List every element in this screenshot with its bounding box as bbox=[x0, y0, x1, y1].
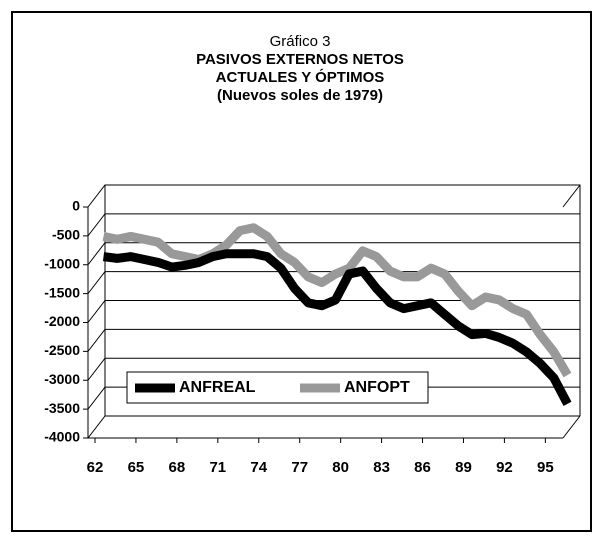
y-tick-label: -3500 bbox=[44, 400, 80, 416]
x-tick-label: 68 bbox=[169, 459, 186, 476]
x-tick-label: 89 bbox=[455, 459, 472, 476]
legend-label: ANFOPT bbox=[344, 379, 410, 396]
y-tick-label: -2000 bbox=[44, 313, 80, 329]
y-tick-label: -1000 bbox=[44, 255, 80, 271]
legend-label: ANFREAL bbox=[179, 379, 256, 396]
y-tick-label: -4000 bbox=[44, 429, 80, 445]
x-tick-label: 65 bbox=[128, 459, 145, 476]
grid-line bbox=[87, 184, 580, 208]
series-line bbox=[102, 223, 572, 378]
y-tick-label: -1500 bbox=[44, 284, 80, 300]
x-tick-label: 86 bbox=[414, 459, 431, 476]
legend-box bbox=[126, 371, 429, 404]
grid-line bbox=[87, 328, 580, 352]
series-line bbox=[102, 249, 572, 406]
x-tick-label: 77 bbox=[291, 459, 308, 476]
grid-line bbox=[87, 213, 580, 237]
depth-edge bbox=[562, 415, 581, 439]
grid-line bbox=[87, 415, 580, 439]
y-tick-label: -500 bbox=[52, 227, 80, 243]
y-tick-label: -2500 bbox=[44, 342, 80, 358]
chart-title: Gráfico 3 bbox=[270, 33, 331, 50]
chart-title: PASIVOS EXTERNOS NETOS bbox=[196, 51, 404, 68]
grid-line bbox=[87, 242, 580, 266]
grid-line bbox=[87, 357, 580, 381]
x-tick-label: 80 bbox=[332, 459, 349, 476]
chart-subtitle: (Nuevos soles de 1979) bbox=[217, 87, 383, 104]
x-tick-label: 95 bbox=[537, 459, 554, 476]
x-tick-label: 71 bbox=[209, 459, 226, 476]
chart-title: ACTUALES Y ÓPTIMOS bbox=[216, 68, 385, 86]
y-tick-label: 0 bbox=[72, 198, 80, 214]
depth-edge bbox=[562, 184, 581, 208]
x-tick-label: 83 bbox=[373, 459, 390, 476]
x-tick-label: 74 bbox=[250, 459, 267, 476]
y-tick-label: -3000 bbox=[44, 371, 80, 387]
x-tick-label: 92 bbox=[496, 459, 513, 476]
x-tick-label: 62 bbox=[87, 459, 104, 476]
